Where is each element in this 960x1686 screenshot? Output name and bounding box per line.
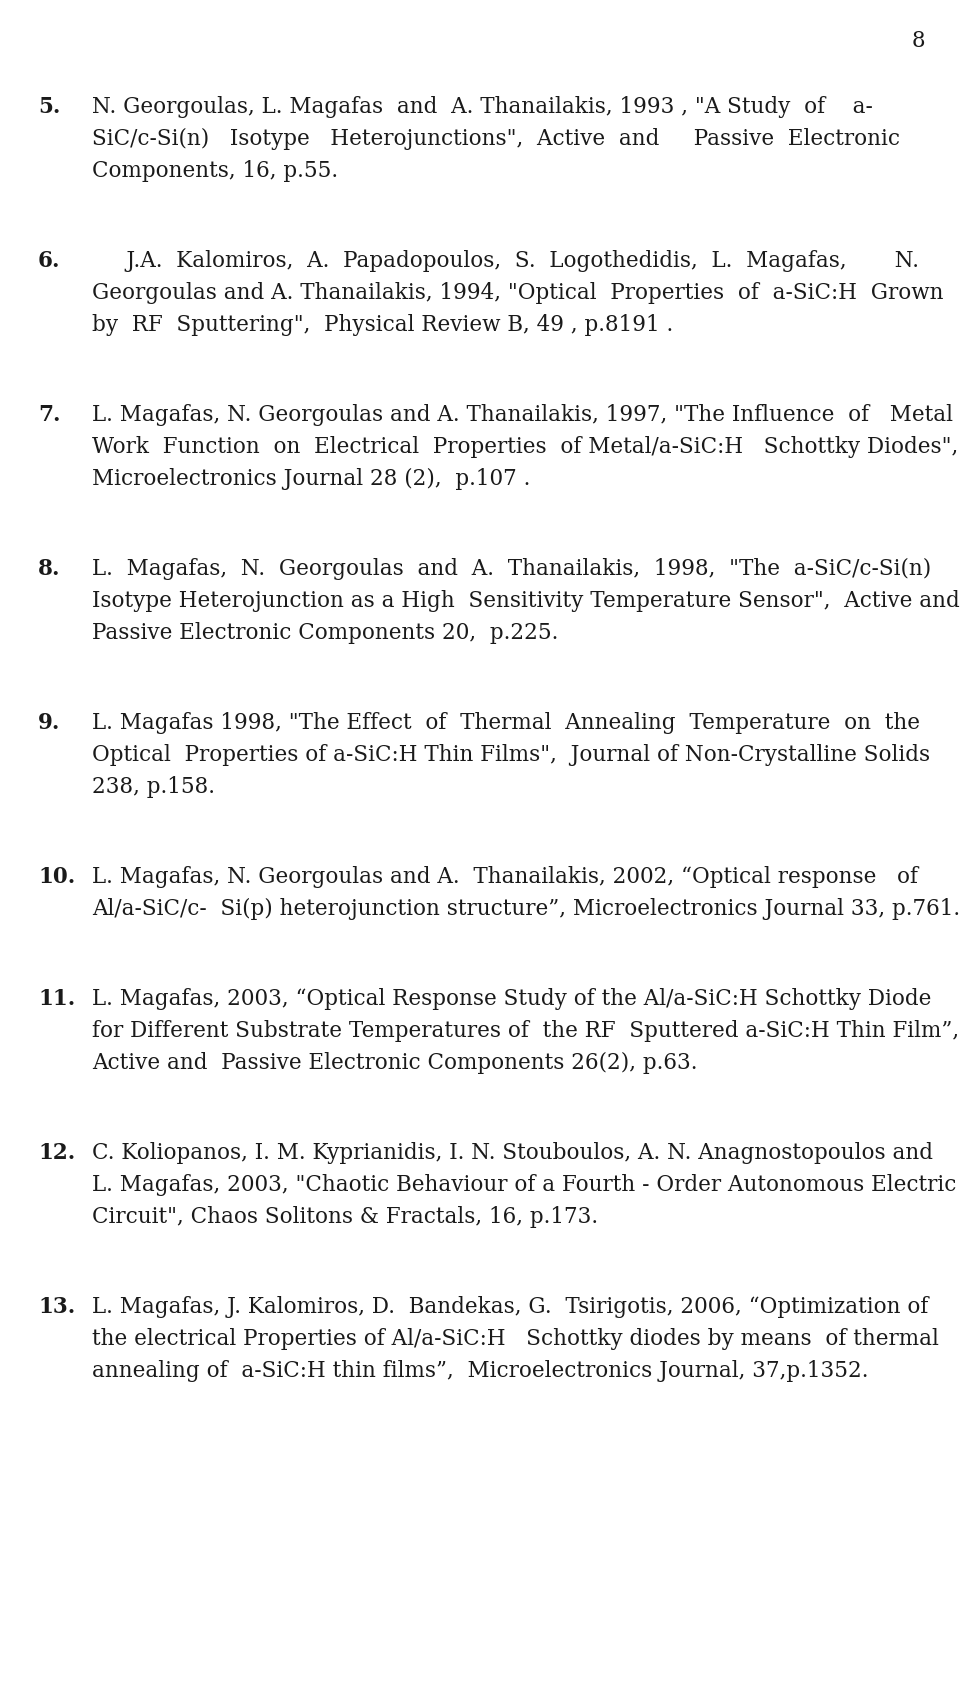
Text: annealing of  a-SiC:H thin films”,  Microelectronics Journal, 37,p.1352.: annealing of a-SiC:H thin films”, Microe…	[92, 1361, 869, 1383]
Text: 6.: 6.	[38, 250, 60, 271]
Text: Active and  Passive Electronic Components 26(2), p.63.: Active and Passive Electronic Components…	[92, 1052, 698, 1074]
Text: Components, 16, p.55.: Components, 16, p.55.	[92, 160, 338, 182]
Text: Optical  Properties of a-SiC:H Thin Films",  Journal of Non-Crystalline Solids: Optical Properties of a-SiC:H Thin Films…	[92, 744, 930, 765]
Text: for Different Substrate Temperatures of  the RF  Sputtered a-SiC:H Thin Film”,: for Different Substrate Temperatures of …	[92, 1020, 959, 1042]
Text: 7.: 7.	[38, 405, 60, 427]
Text: L. Magafas, N. Georgoulas and A. Thanailakis, 1997, "The Influence  of   Metal: L. Magafas, N. Georgoulas and A. Thanail…	[92, 405, 953, 427]
Text: by  RF  Sputtering",  Physical Review B, 49 , p.8191 .: by RF Sputtering", Physical Review B, 49…	[92, 314, 673, 336]
Text: 13.: 13.	[38, 1297, 75, 1318]
Text: 238, p.158.: 238, p.158.	[92, 776, 215, 797]
Text: L. Magafas, 2003, "Chaotic Behaviour of a Fourth - Order Autonomous Electric: L. Magafas, 2003, "Chaotic Behaviour of …	[92, 1173, 956, 1195]
Text: N. Georgoulas, L. Magafas  and  A. Thanailakis, 1993 , "A Study  of    a-: N. Georgoulas, L. Magafas and A. Thanail…	[92, 96, 873, 118]
Text: L. Magafas, N. Georgoulas and A.  Thanailakis, 2002, “Optical response   of: L. Magafas, N. Georgoulas and A. Thanail…	[92, 867, 918, 889]
Text: L.  Magafas,  N.  Georgoulas  and  A.  Thanailakis,  1998,  "The  a-SiC/c-Si(n): L. Magafas, N. Georgoulas and A. Thanail…	[92, 558, 931, 580]
Text: L. Magafas, J. Kalomiros, D.  Bandekas, G.  Tsirigotis, 2006, “Optimization of: L. Magafas, J. Kalomiros, D. Bandekas, G…	[92, 1297, 928, 1318]
Text: 10.: 10.	[38, 867, 75, 889]
Text: Microelectronics Journal 28 (2),  p.107 .: Microelectronics Journal 28 (2), p.107 .	[92, 469, 530, 491]
Text: Circuit", Chaos Solitons & Fractals, 16, p.173.: Circuit", Chaos Solitons & Fractals, 16,…	[92, 1205, 598, 1227]
Text: Passive Electronic Components 20,  p.225.: Passive Electronic Components 20, p.225.	[92, 622, 559, 644]
Text: the electrical Properties of Al/a-SiC:H   Schottky diodes by means  of thermal: the electrical Properties of Al/a-SiC:H …	[92, 1329, 939, 1350]
Text: 9.: 9.	[38, 711, 60, 733]
Text: Work  Function  on  Electrical  Properties  of Metal/a-SiC:H   Schottky Diodes",: Work Function on Electrical Properties o…	[92, 437, 958, 459]
Text: L. Magafas 1998, "The Effect  of  Thermal  Annealing  Temperature  on  the: L. Magafas 1998, "The Effect of Thermal …	[92, 711, 920, 733]
Text: Georgoulas and A. Thanailakis, 1994, "Optical  Properties  of  a-SiC:H  Grown: Georgoulas and A. Thanailakis, 1994, "Op…	[92, 282, 944, 303]
Text: 11.: 11.	[38, 988, 75, 1010]
Text: 5.: 5.	[38, 96, 60, 118]
Text: 12.: 12.	[38, 1141, 75, 1163]
Text: C. Koliopanos, I. M. Kyprianidis, I. N. Stouboulos, A. N. Anagnostopoulos and: C. Koliopanos, I. M. Kyprianidis, I. N. …	[92, 1141, 933, 1163]
Text: J.A.  Kalomiros,  A.  Papadopoulos,  S.  Logothedidis,  L.  Magafas,       N.: J.A. Kalomiros, A. Papadopoulos, S. Logo…	[92, 250, 919, 271]
Text: Al/a-SiC/c-  Si(p) heterojunction structure”, Microelectronics Journal 33, p.761: Al/a-SiC/c- Si(p) heterojunction structu…	[92, 899, 960, 921]
Text: 8.: 8.	[38, 558, 60, 580]
Text: SiC/c-Si(n)   Isotype   Heterojunctions",  Active  and     Passive  Electronic: SiC/c-Si(n) Isotype Heterojunctions", Ac…	[92, 128, 900, 150]
Text: Isotype Heterojunction as a High  Sensitivity Temperature Sensor",  Active and: Isotype Heterojunction as a High Sensiti…	[92, 590, 960, 612]
Text: L. Magafas, 2003, “Optical Response Study of the Al/a-SiC:H Schottky Diode: L. Magafas, 2003, “Optical Response Stud…	[92, 988, 931, 1010]
Text: 8: 8	[911, 30, 924, 52]
